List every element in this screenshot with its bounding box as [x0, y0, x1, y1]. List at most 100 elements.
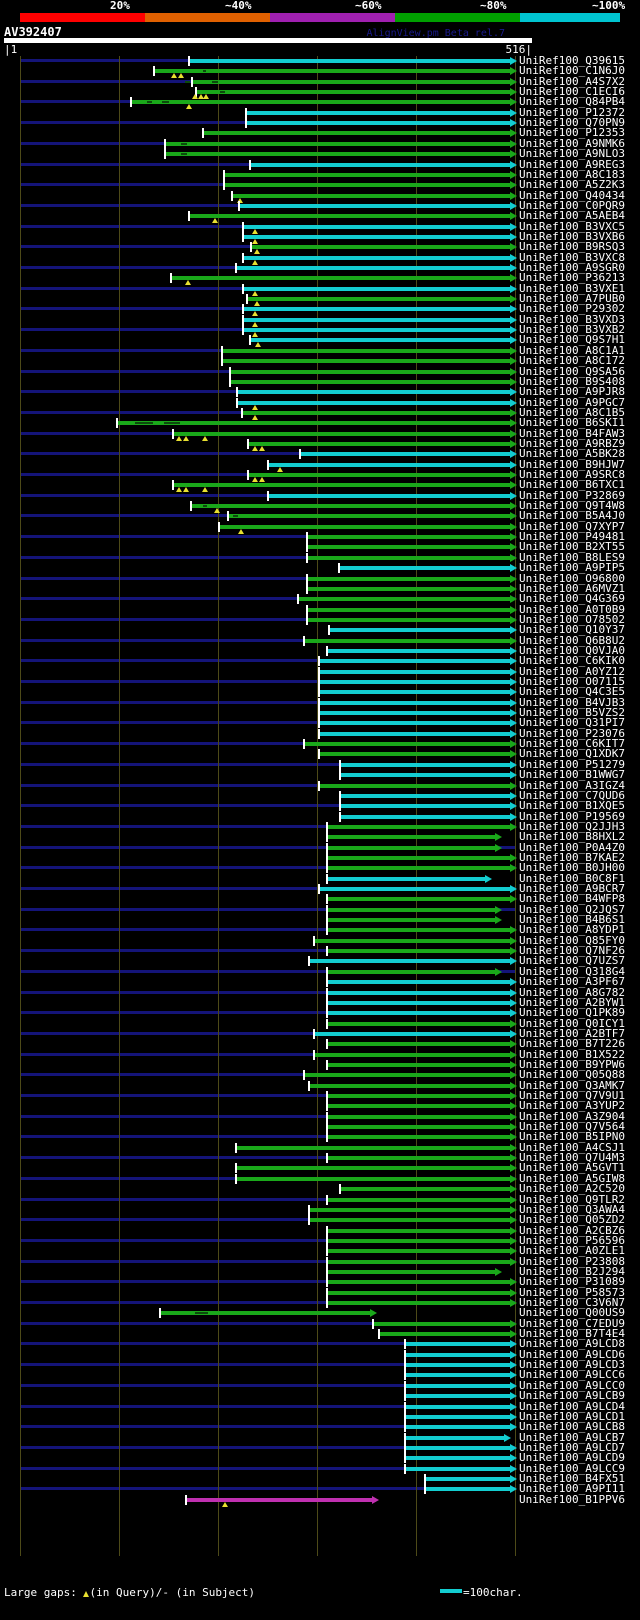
hit-row[interactable]: UniRef100_A9SRC8: [0, 469, 640, 482]
hit-label[interactable]: UniRef100_B3VXC8: [519, 251, 625, 264]
hit-label[interactable]: UniRef100_A9LCD9: [519, 1451, 625, 1464]
hit-row[interactable]: UniRef100_A5AEB4: [0, 210, 640, 223]
hit-row[interactable]: UniRef100_A9NMK6: [0, 138, 640, 149]
hit-row[interactable]: UniRef100_B1PPV6: [0, 1493, 640, 1507]
hit-label[interactable]: UniRef100_B0JH00: [519, 861, 625, 874]
hit-row[interactable]: UniRef100_Q05Q88: [0, 1069, 640, 1080]
hit-label[interactable]: UniRef100_C0PQR9: [519, 199, 625, 212]
hit-label[interactable]: UniRef100_Q39615: [519, 54, 625, 67]
hit-label[interactable]: UniRef100_C3V6N7: [519, 1296, 625, 1309]
hit-row[interactable]: UniRef100_B0JH00: [0, 861, 640, 874]
alignment-bar[interactable]: [308, 1084, 510, 1088]
hit-row[interactable]: UniRef100_B3VXC5: [0, 221, 640, 234]
alignment-bar[interactable]: [317, 659, 510, 663]
alignment-bar[interactable]: [171, 432, 510, 436]
hit-label[interactable]: UniRef100_P56596: [519, 1234, 625, 1247]
alignment-bar[interactable]: [404, 1436, 505, 1440]
hit-label[interactable]: UniRef100_A0ZLE1: [519, 1244, 625, 1257]
hit-label[interactable]: UniRef100_B1PPV6: [519, 1493, 625, 1506]
hit-label[interactable]: UniRef100_Q9SA56: [519, 365, 625, 378]
hit-label[interactable]: UniRef100_A9REG3: [519, 158, 625, 171]
alignment-bar[interactable]: [306, 545, 510, 549]
hit-row[interactable]: UniRef100_Q0ICY1: [0, 1018, 640, 1029]
hit-row[interactable]: UniRef100_B9S408: [0, 376, 640, 387]
hit-row[interactable]: UniRef100_A9LCD6: [0, 1349, 640, 1360]
hit-label[interactable]: UniRef100_A3Z904: [519, 1110, 625, 1123]
hit-label[interactable]: UniRef100_A9LCB9: [519, 1389, 625, 1402]
hit-row[interactable]: UniRef100_A2BYW1: [0, 997, 640, 1008]
hit-label[interactable]: UniRef100_A9BCR7: [519, 882, 625, 895]
alignment-bar[interactable]: [313, 939, 510, 943]
alignment-bar[interactable]: [306, 618, 510, 622]
hit-row[interactable]: UniRef100_A9PI11: [0, 1483, 640, 1494]
alignment-bar[interactable]: [235, 1146, 510, 1150]
hit-label[interactable]: UniRef100_A4CSJ1: [519, 1141, 625, 1154]
hit-row[interactable]: UniRef100_A8YDP1: [0, 924, 640, 935]
alignment-bar[interactable]: [220, 359, 510, 363]
alignment-bar[interactable]: [325, 1042, 510, 1046]
alignment-bar[interactable]: [325, 649, 510, 653]
hit-label[interactable]: UniRef100_Q05ZD2: [519, 1213, 625, 1226]
hit-row[interactable]: UniRef100_Q31PI7: [0, 717, 640, 728]
hit-row[interactable]: UniRef100_B2J294: [0, 1266, 640, 1277]
hit-label[interactable]: UniRef100_P12353: [519, 126, 625, 139]
hit-row[interactable]: UniRef100_A0ZLE1: [0, 1244, 640, 1257]
alignment-bar[interactable]: [242, 225, 510, 229]
alignment-bar[interactable]: [404, 1446, 510, 1450]
alignment-bar[interactable]: [306, 608, 510, 612]
alignment-bar[interactable]: [194, 90, 510, 94]
hit-row[interactable]: UniRef100_A4CSJ1: [0, 1141, 640, 1154]
hit-row[interactable]: UniRef100_A5GVT1: [0, 1162, 640, 1173]
hit-row[interactable]: UniRef100_A6MVZ1: [0, 583, 640, 594]
hit-label[interactable]: UniRef100_A9LCB8: [519, 1420, 625, 1433]
hit-row[interactable]: UniRef100_B6TXC1: [0, 479, 640, 492]
alignment-bar[interactable]: [325, 1115, 510, 1119]
hit-row[interactable]: UniRef100_A8C183: [0, 169, 640, 180]
hit-row[interactable]: UniRef100_P0A4Z0: [0, 842, 640, 853]
alignment-bar[interactable]: [325, 1001, 510, 1005]
alignment-bar[interactable]: [169, 276, 510, 280]
alignment-bar[interactable]: [325, 1249, 510, 1253]
alignment-bar[interactable]: [267, 494, 510, 498]
alignment-bar[interactable]: [242, 328, 510, 332]
alignment-bar[interactable]: [371, 1322, 510, 1326]
hit-row[interactable]: UniRef100_A9PIP5: [0, 562, 640, 573]
hit-label[interactable]: UniRef100_A3YUP2: [519, 1099, 625, 1112]
hit-label[interactable]: UniRef100_P29302: [519, 302, 625, 315]
hit-row[interactable]: UniRef100_A0YZ12: [0, 666, 640, 677]
alignment-bar[interactable]: [306, 577, 510, 581]
hit-row[interactable]: UniRef100_Q7V564: [0, 1121, 640, 1132]
hit-row[interactable]: UniRef100_Q7NF26: [0, 945, 640, 956]
hit-row[interactable]: UniRef100_P23808: [0, 1256, 640, 1267]
hit-label[interactable]: UniRef100_C6KIT7: [519, 737, 625, 750]
hit-label[interactable]: UniRef100_B4B6S1: [519, 913, 625, 926]
alignment-bar[interactable]: [235, 1177, 510, 1181]
hit-row[interactable]: UniRef100_A9LCC9: [0, 1463, 640, 1474]
alignment-bar[interactable]: [313, 1032, 510, 1036]
hit-row[interactable]: UniRef100_C7QUD6: [0, 790, 640, 801]
hit-row[interactable]: UniRef100_B9RSQ3: [0, 241, 640, 254]
hit-row[interactable]: UniRef100_B5IPN0: [0, 1131, 640, 1142]
alignment-bar[interactable]: [423, 1487, 510, 1491]
hit-row[interactable]: UniRef100_Q9T4W8: [0, 500, 640, 513]
alignment-bar[interactable]: [325, 1094, 510, 1098]
hit-row[interactable]: UniRef100_A5BK28: [0, 448, 640, 459]
hit-label[interactable]: UniRef100_P51279: [519, 758, 625, 771]
hit-row[interactable]: UniRef100_O96800: [0, 573, 640, 584]
hit-label[interactable]: UniRef100_P36213: [519, 271, 625, 284]
hit-label[interactable]: UniRef100_Q6B8U2: [519, 634, 625, 647]
hit-label[interactable]: UniRef100_B6SKI1: [519, 416, 625, 429]
alignment-bar[interactable]: [306, 556, 510, 560]
alignment-bar[interactable]: [188, 214, 510, 218]
alignment-bar[interactable]: [325, 1270, 495, 1274]
alignment-bar[interactable]: [317, 680, 510, 684]
alignment-bar[interactable]: [404, 1384, 510, 1388]
hit-label[interactable]: UniRef100_P49481: [519, 530, 625, 543]
hit-row[interactable]: UniRef100_A3YUP2: [0, 1099, 640, 1112]
hit-label[interactable]: UniRef100_B3VXB2: [519, 323, 625, 336]
hit-label[interactable]: UniRef100_A9LCD3: [519, 1358, 625, 1371]
hit-row[interactable]: UniRef100_Q7XYP7: [0, 521, 640, 534]
alignment-bar[interactable]: [325, 835, 495, 839]
hit-row[interactable]: UniRef100_A7PUB0: [0, 293, 640, 306]
alignment-bar[interactable]: [238, 204, 510, 208]
